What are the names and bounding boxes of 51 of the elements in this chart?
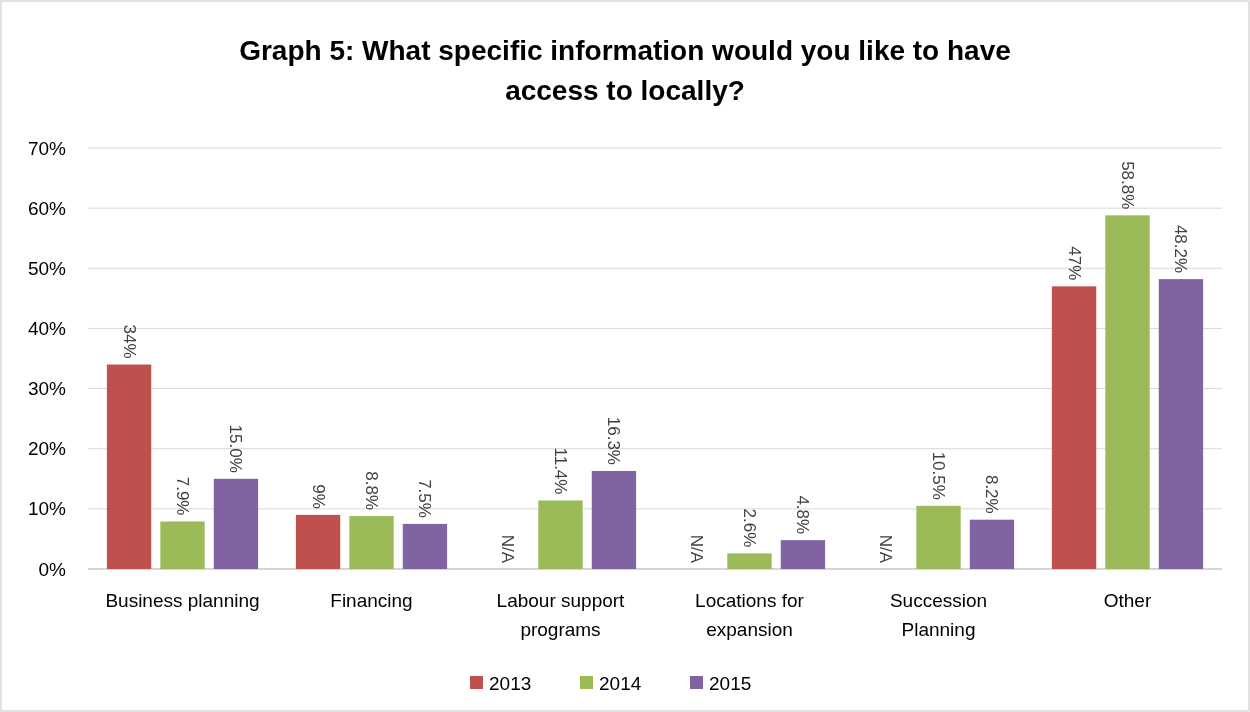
data-label: 47% [1064, 246, 1084, 281]
bar [591, 470, 637, 569]
data-label: 8.2% [982, 474, 1002, 514]
x-tick-label: Locations for expansion [695, 590, 805, 640]
data-label: 2.6% [740, 508, 759, 548]
bar [1051, 286, 1097, 569]
y-tick-label: 60% [27, 197, 67, 219]
bar [916, 505, 961, 569]
y-tick-label: 70% [27, 137, 67, 159]
data-label: 4.8% [793, 495, 813, 535]
bar [1105, 215, 1150, 569]
text: N/A [686, 534, 706, 563]
data-label: 16.3% [604, 416, 624, 465]
y-tick-label: 50% [27, 257, 67, 279]
data-label: 7.9% [173, 476, 192, 516]
text: N/A [875, 534, 895, 563]
data-label: 8.8% [362, 471, 381, 511]
data-label: 7.5% [415, 479, 435, 518]
bar [727, 553, 772, 569]
bar [295, 514, 341, 569]
bar [160, 521, 205, 569]
bar [213, 478, 259, 569]
data-label: 10.5% [929, 451, 948, 500]
x-tick-label: Business planning [105, 590, 260, 611]
x-tick-label: Succession Planning [889, 590, 988, 640]
bar [969, 519, 1015, 569]
legend-label: 2014 [599, 672, 642, 694]
y-tick-label: 0% [38, 558, 67, 580]
data-label: 11.4% [551, 447, 570, 495]
x-tick-label: Financing [330, 590, 413, 611]
y-tick-label: 10% [27, 498, 67, 520]
x-tick-label: Labour support programs [496, 590, 626, 640]
text: N/A [497, 534, 517, 563]
y-tick-label: 30% [27, 378, 67, 400]
data-label: 58.8% [1118, 161, 1137, 210]
data-label: 9% [308, 484, 328, 509]
bar [106, 364, 152, 569]
bar [538, 500, 583, 569]
bar [1158, 279, 1204, 569]
chart-title: Graph 5: What specific information would you like to have access to locally? [239, 35, 1011, 106]
bar [780, 540, 826, 569]
y-tick-label: 40% [27, 317, 67, 339]
legend-label: 2013 [489, 672, 532, 694]
legend-label: 2015 [709, 672, 752, 694]
x-tick-label: Other [1103, 590, 1152, 611]
y-tick-label: 20% [27, 438, 67, 460]
bar [349, 516, 394, 569]
data-label: 34% [119, 324, 139, 359]
data-label: 15.0% [226, 424, 246, 473]
bar [402, 523, 448, 569]
data-label: 48.2% [1171, 224, 1191, 274]
